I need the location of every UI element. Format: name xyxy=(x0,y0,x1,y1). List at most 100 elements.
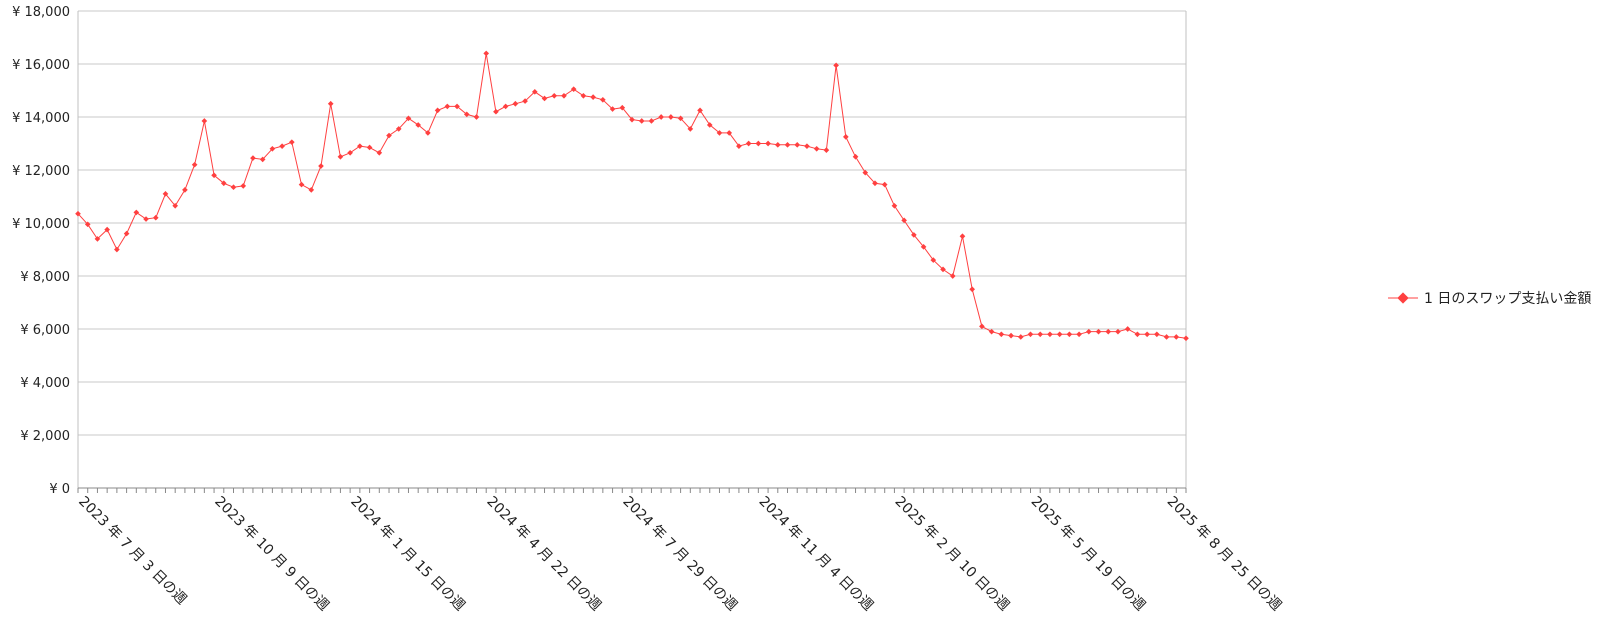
data-point xyxy=(454,103,460,110)
data-point xyxy=(531,88,538,95)
data-point xyxy=(75,210,81,217)
x-tick-label: 2024 年 11 月 4 日の週 xyxy=(756,494,877,615)
x-tick-label: 2025 年 8 月 25 日の週 xyxy=(1164,494,1285,615)
data-point xyxy=(745,140,752,147)
data-point xyxy=(979,323,985,330)
data-point xyxy=(638,118,645,124)
data-point xyxy=(920,244,927,250)
data-point xyxy=(988,328,995,335)
data-point xyxy=(1183,335,1189,342)
data-point xyxy=(425,130,431,136)
data-point xyxy=(619,104,626,111)
data-point xyxy=(250,155,256,161)
data-point xyxy=(1047,331,1053,338)
data-point xyxy=(463,111,470,118)
data-point xyxy=(881,181,888,188)
data-point xyxy=(347,149,353,156)
x-tick-label: 2023 年 7 月 3 日の週 xyxy=(75,494,189,608)
data-point xyxy=(502,103,509,110)
data-point xyxy=(813,145,820,152)
y-tick-label: ¥ 12,000 xyxy=(12,164,70,179)
x-tick-label: 2025 年 2 月 10 日の週 xyxy=(892,494,1013,615)
data-point xyxy=(668,114,674,120)
data-point xyxy=(1124,326,1131,332)
series-line xyxy=(77,53,1187,339)
data-point xyxy=(104,226,110,233)
data-point xyxy=(872,180,878,187)
data-point xyxy=(765,140,771,147)
data-point xyxy=(677,115,684,122)
data-point xyxy=(541,95,548,102)
data-point xyxy=(551,92,558,99)
series-1 xyxy=(75,50,1189,342)
data-point xyxy=(1095,328,1102,335)
data-point xyxy=(1163,334,1170,340)
data-point xyxy=(376,149,383,156)
data-point xyxy=(658,114,664,120)
gridlines xyxy=(78,10,1186,436)
x-tick-label: 2025 年 5 月 19 日の週 xyxy=(1028,494,1149,615)
legend: 1 日のスワップ支払い金額 xyxy=(1388,288,1591,308)
data-point xyxy=(522,98,528,104)
y-tick-label: ¥ 0 xyxy=(49,482,70,497)
data-point xyxy=(240,183,247,189)
data-point xyxy=(366,144,373,151)
data-point xyxy=(395,126,402,132)
data-point xyxy=(842,134,849,140)
data-point xyxy=(288,139,295,146)
data-point xyxy=(143,216,149,222)
data-point xyxy=(308,187,315,193)
data-point xyxy=(1144,331,1150,338)
data-point xyxy=(930,257,937,263)
data-point xyxy=(940,266,946,273)
data-point xyxy=(512,100,519,107)
data-point xyxy=(600,96,606,103)
data-point xyxy=(269,145,276,152)
data-point xyxy=(706,122,713,128)
data-point xyxy=(386,132,392,139)
data-point xyxy=(726,130,733,136)
data-point xyxy=(1066,331,1073,338)
y-tick-label: ¥ 8,000 xyxy=(20,270,70,285)
data-point xyxy=(220,180,227,187)
data-point xyxy=(114,246,120,253)
data-point xyxy=(152,214,159,221)
axes xyxy=(77,11,1187,493)
data-point xyxy=(405,115,412,122)
data-point xyxy=(279,143,285,149)
data-point xyxy=(415,122,422,128)
data-point xyxy=(182,187,188,193)
data-point xyxy=(609,106,616,112)
y-axis-tick-labels: ¥ 0 ¥ 2,000 ¥ 4,000 ¥ 6,000 ¥ 8,000 ¥ 10,000 ¥… xyxy=(12,5,70,497)
data-point xyxy=(697,107,703,114)
data-point xyxy=(1076,331,1082,338)
data-point xyxy=(901,217,907,224)
data-point xyxy=(1154,331,1160,338)
data-point xyxy=(357,143,363,149)
y-tick-label: ¥ 16,000 xyxy=(12,58,70,73)
data-point xyxy=(561,92,567,99)
data-point xyxy=(784,141,791,148)
data-point xyxy=(230,184,237,191)
x-tick-label: 2024 年 7 月 29 日の週 xyxy=(619,494,740,615)
data-point xyxy=(84,221,91,228)
y-tick-label: ¥ 2,000 xyxy=(20,429,70,444)
data-point xyxy=(162,191,169,197)
data-point xyxy=(1056,331,1063,338)
data-point xyxy=(493,108,499,115)
data-point xyxy=(755,140,762,147)
data-point xyxy=(473,114,480,120)
data-point xyxy=(736,143,742,149)
data-point xyxy=(862,169,869,176)
data-point xyxy=(580,92,587,99)
data-point xyxy=(687,126,694,132)
data-point xyxy=(823,147,830,153)
data-point xyxy=(1115,328,1121,335)
data-point xyxy=(1027,331,1034,338)
y-tick-label: ¥ 10,000 xyxy=(12,217,70,232)
data-point xyxy=(998,331,1005,338)
data-point xyxy=(1173,334,1180,340)
data-point xyxy=(94,236,101,242)
data-point xyxy=(1017,334,1024,340)
data-point xyxy=(483,50,490,57)
